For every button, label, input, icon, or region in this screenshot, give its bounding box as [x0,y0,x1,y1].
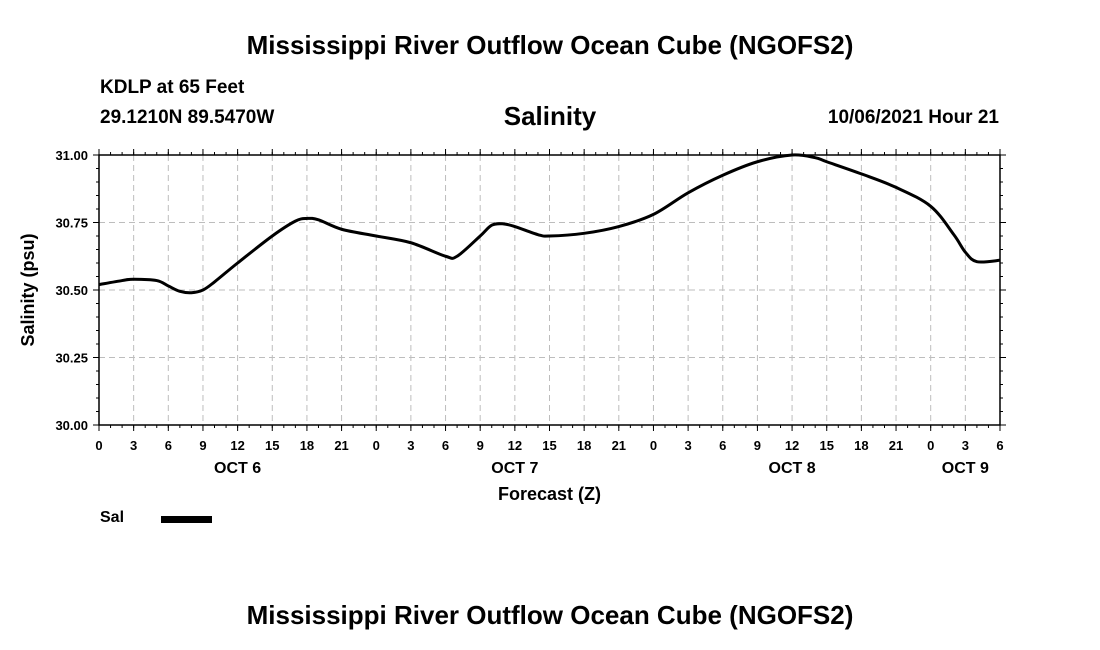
x-tick-label: 0 [927,438,934,453]
y-tick-label: 30.75 [55,216,88,231]
x-tick-label: 15 [542,438,556,453]
x-tick-label: 6 [165,438,172,453]
x-tick-label: 6 [442,438,449,453]
day-label: OCT 8 [769,460,816,477]
x-tick-label: 12 [230,438,244,453]
page-title: Mississippi River Outflow Ocean Cube (NG… [246,30,854,60]
x-tick-label: 0 [95,438,102,453]
x-tick-label: 12 [785,438,799,453]
x-tick-label: 3 [684,438,691,453]
salinity-series-line [98,153,1001,295]
coordinates-label: 29.1210N 89.5470W [100,107,275,128]
x-tick-label: 15 [265,438,279,453]
day-label: OCT 9 [942,460,989,477]
station-label: KDLP at 65 Feet [100,77,245,98]
x-tick-label: 3 [962,438,969,453]
x-tick-label: 18 [577,438,591,453]
x-tick-label: 6 [996,438,1003,453]
day-label: OCT 6 [214,460,261,477]
plot-frame [98,154,1001,426]
x-tick-label: 18 [300,438,314,453]
x-tick-label: 9 [754,438,761,453]
x-tick-label: 9 [477,438,484,453]
day-label: OCT 7 [491,460,538,477]
chart-title: Salinity [503,101,597,131]
x-tick-label: 12 [508,438,522,453]
y-tick-label: 30.00 [55,418,88,433]
y-tick-label: 31.00 [55,148,88,163]
x-tick-label: 21 [889,438,903,453]
y-tick-label: 30.25 [55,351,88,366]
x-tick-label: 3 [130,438,137,453]
x-tick-label: 21 [334,438,348,453]
x-axis-label: Forecast (Z) [498,484,601,504]
legend-swatch [161,516,212,523]
y-axis-label: Salinity (psu) [18,233,38,346]
x-tick-label: 21 [612,438,626,453]
y-tick-label: 30.50 [55,283,88,298]
x-tick-label: 0 [650,438,657,453]
x-tick-label: 9 [199,438,206,453]
x-tick-label: 18 [854,438,868,453]
x-tick-label: 3 [407,438,414,453]
x-tick-label: 6 [719,438,726,453]
x-tick-label: 15 [819,438,833,453]
x-tick-label: 0 [373,438,380,453]
footer-title: Mississippi River Outflow Ocean Cube (NG… [246,600,854,630]
legend-label: Sal [100,509,125,526]
issued-time-label: 10/06/2021 Hour 21 [827,107,999,128]
